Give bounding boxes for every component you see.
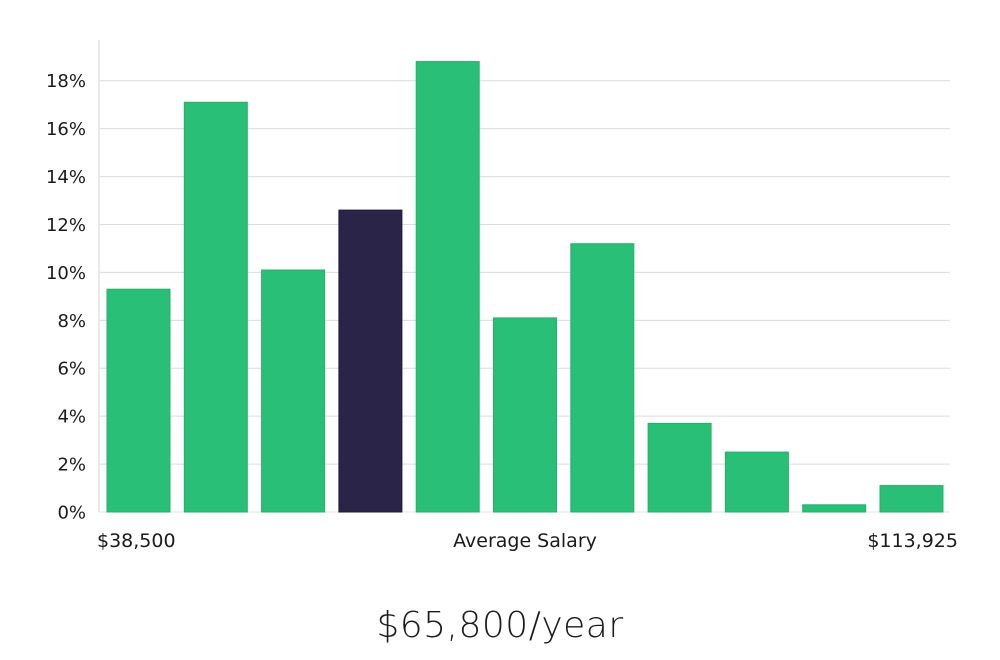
salary-distribution-chart: 0% 2% 4% 6% 8% 10% 12% 14% 16% 18% $38,500 Averag… [46,40,958,552]
bar-highlighted [338,209,403,513]
bar [493,317,557,513]
bar [802,504,867,513]
bar [106,288,171,513]
y-tick-label: 18% [46,71,86,92]
y-tick-label: 8% [57,311,86,332]
y-tick-label: 12% [46,215,86,236]
bar [183,101,248,513]
average-salary-value: $65,800/year [376,605,624,646]
y-tick-label: 16% [46,119,86,140]
x-start-label: $38,500 [97,530,176,552]
bar [879,485,944,513]
y-tick-labels: 0% 2% 4% 6% 8% 10% 12% 14% 16% 18% [46,71,86,523]
y-tick-label: 14% [46,167,86,188]
x-axis-title: Average Salary [453,530,597,552]
y-tick-label: 6% [57,359,86,380]
y-tick-label: 0% [57,503,86,524]
bars [106,61,944,513]
y-tick-label: 2% [57,455,86,476]
x-end-label: $113,925 [867,530,958,552]
bar [261,269,326,513]
bar [724,451,789,513]
bar [415,61,480,513]
y-tick-label: 10% [46,263,86,284]
bar [570,243,635,513]
y-tick-label: 4% [57,407,86,428]
bar [647,422,712,513]
